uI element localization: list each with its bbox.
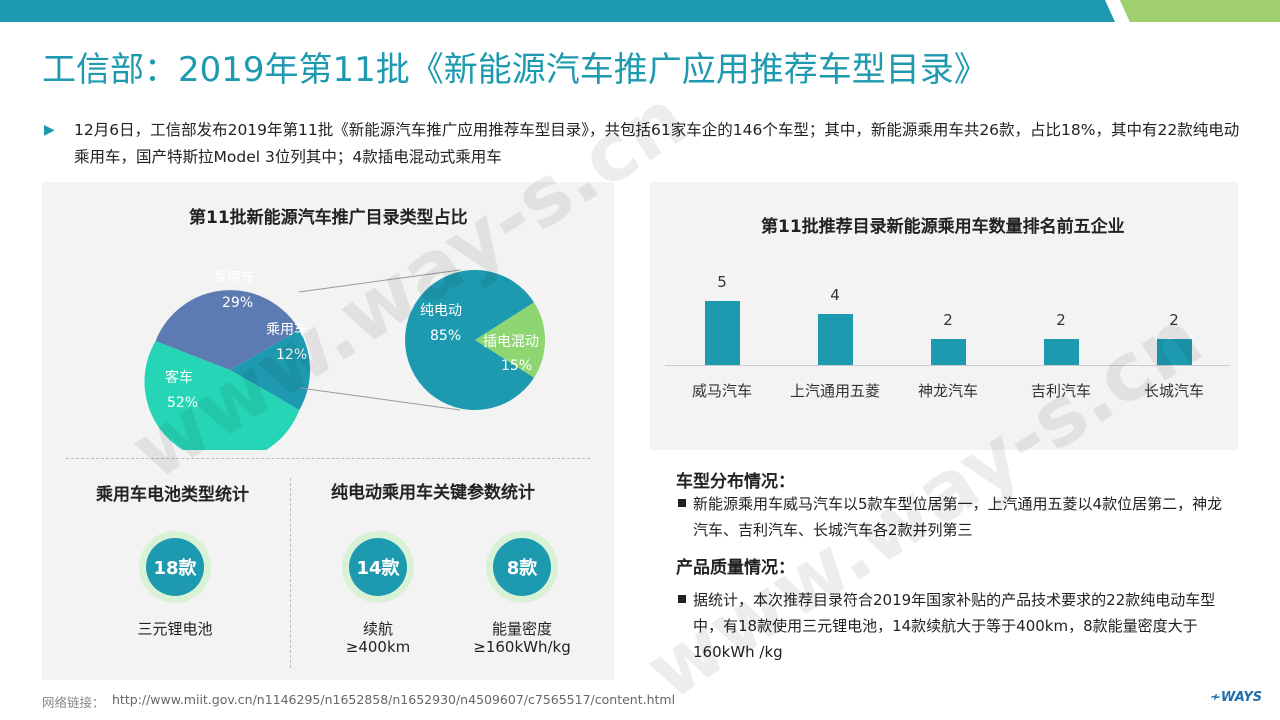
page-title: 工信部：2019年第11批《新能源汽车推广应用推荐车型目录》 — [42, 50, 988, 90]
logo-text: WAYS — [1220, 690, 1263, 705]
ways-logo: ≁WAYS — [1210, 690, 1262, 705]
stat-badge-energy-density: 8款 — [486, 531, 558, 603]
sub-pct-phev: 15% — [501, 358, 533, 374]
bar-chart-title: 第11批推荐目录新能源乘用车数量排名前五企业 — [761, 217, 1125, 237]
bar-1 — [818, 314, 853, 365]
sub-slice-phev — [475, 302, 546, 378]
bar-value-label: 2 — [943, 311, 953, 329]
sub-pct-bev: 85% — [430, 328, 462, 344]
bar-value-label: 4 — [830, 286, 840, 304]
slice-pct-bus: 52% — [167, 395, 199, 411]
bar-category-label: 长城汽车 — [1143, 382, 1204, 400]
sub-label-bev: 纯电动 — [420, 303, 462, 319]
dashed-divider — [66, 458, 590, 459]
stat-badge-battery: 18款 — [139, 531, 211, 603]
slice-label-bus: 客车 — [165, 370, 193, 386]
pie-chart-title: 第11批新能源汽车推广目录类型占比 — [189, 208, 468, 228]
footer-link[interactable]: http://www.miit.gov.cn/n1146295/n1652858… — [112, 692, 676, 707]
bar-value-label: 5 — [717, 273, 727, 291]
bar-3 — [1044, 339, 1079, 365]
sub-slice-bev — [405, 270, 534, 410]
pie-slice-bus — [144, 341, 300, 450]
distribution-heading: 车型分布情况： — [676, 472, 795, 492]
stat-caption-line1: 能量密度 — [491, 620, 552, 638]
bullet-square-icon — [678, 595, 686, 603]
bar-value-label: 2 — [1169, 311, 1179, 329]
stat-caption: 三元锂电池 — [137, 620, 213, 638]
pie-slice-passenger — [230, 330, 311, 410]
slice-label-passenger: 乘用车 — [266, 322, 308, 338]
slice-pct-special: 29% — [222, 295, 254, 311]
top-banner — [0, 0, 1280, 22]
stat-caption-line2: ≥400km — [345, 638, 411, 656]
stat-value: 8款 — [493, 538, 551, 596]
bar-category-label: 神龙汽车 — [917, 382, 978, 400]
quality-text: 据统计，本次推荐目录符合2019年国家补贴的产品技术要求的22款纯电动车型中，有… — [693, 591, 1216, 661]
connector-line — [299, 387, 461, 411]
triangle-right-icon: ▶ — [44, 122, 55, 138]
bar-0 — [705, 301, 740, 365]
right-panel — [650, 182, 1238, 450]
footer-label: 网络链接： — [42, 695, 105, 710]
sub-label-phev: 插电混动 — [483, 334, 539, 350]
bar-chart-axis — [665, 365, 1230, 366]
stat-caption-line2: ≥160kWh/kg — [473, 638, 571, 656]
stat-value: 18款 — [146, 538, 204, 596]
bar-value-label: 2 — [1056, 311, 1066, 329]
battery-stats-title: 乘用车电池类型统计 — [96, 485, 249, 505]
intro-text: 12月6日，工信部发布2019年第11批《新能源汽车推广应用推荐车型目录》，共包… — [74, 121, 1240, 166]
ways-logo-icon: ≁ — [1210, 690, 1221, 705]
stat-value: 14款 — [349, 538, 407, 596]
pie-slice-special — [155, 290, 300, 370]
bar-category-label: 上汽通用五菱 — [789, 382, 880, 400]
stat-badge-range: 14款 — [342, 531, 414, 603]
stat-caption-line1: 续航 — [362, 620, 393, 638]
bar-category-label: 威马汽车 — [691, 382, 752, 400]
connector-line — [298, 269, 461, 293]
slice-label-special: 专用车 — [213, 270, 255, 286]
dashed-divider-vertical — [290, 478, 291, 668]
quality-heading: 产品质量情况： — [676, 558, 795, 578]
slice-pct-passenger: 12% — [276, 347, 308, 363]
bar-4 — [1157, 339, 1192, 365]
ev-stats-title: 纯电动乘用车关键参数统计 — [331, 483, 535, 503]
bar-2 — [931, 339, 966, 365]
bullet-square-icon — [678, 499, 686, 507]
bar-category-label: 吉利汽车 — [1030, 382, 1091, 400]
distribution-text: 新能源乘用车威马汽车以5款车型位居第一，上汽通用五菱以4款位居第二，神龙汽车、吉… — [693, 495, 1223, 539]
pie-chart — [144, 269, 546, 450]
